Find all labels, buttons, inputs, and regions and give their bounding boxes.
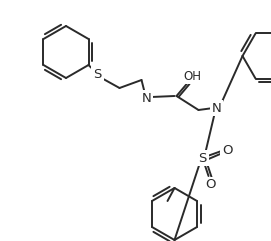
Text: N: N (212, 101, 221, 114)
Text: S: S (198, 152, 207, 165)
Text: OH: OH (183, 69, 202, 82)
Text: O: O (222, 143, 233, 156)
Text: S: S (93, 67, 102, 80)
Text: N: N (142, 92, 151, 105)
Text: O: O (205, 179, 216, 192)
